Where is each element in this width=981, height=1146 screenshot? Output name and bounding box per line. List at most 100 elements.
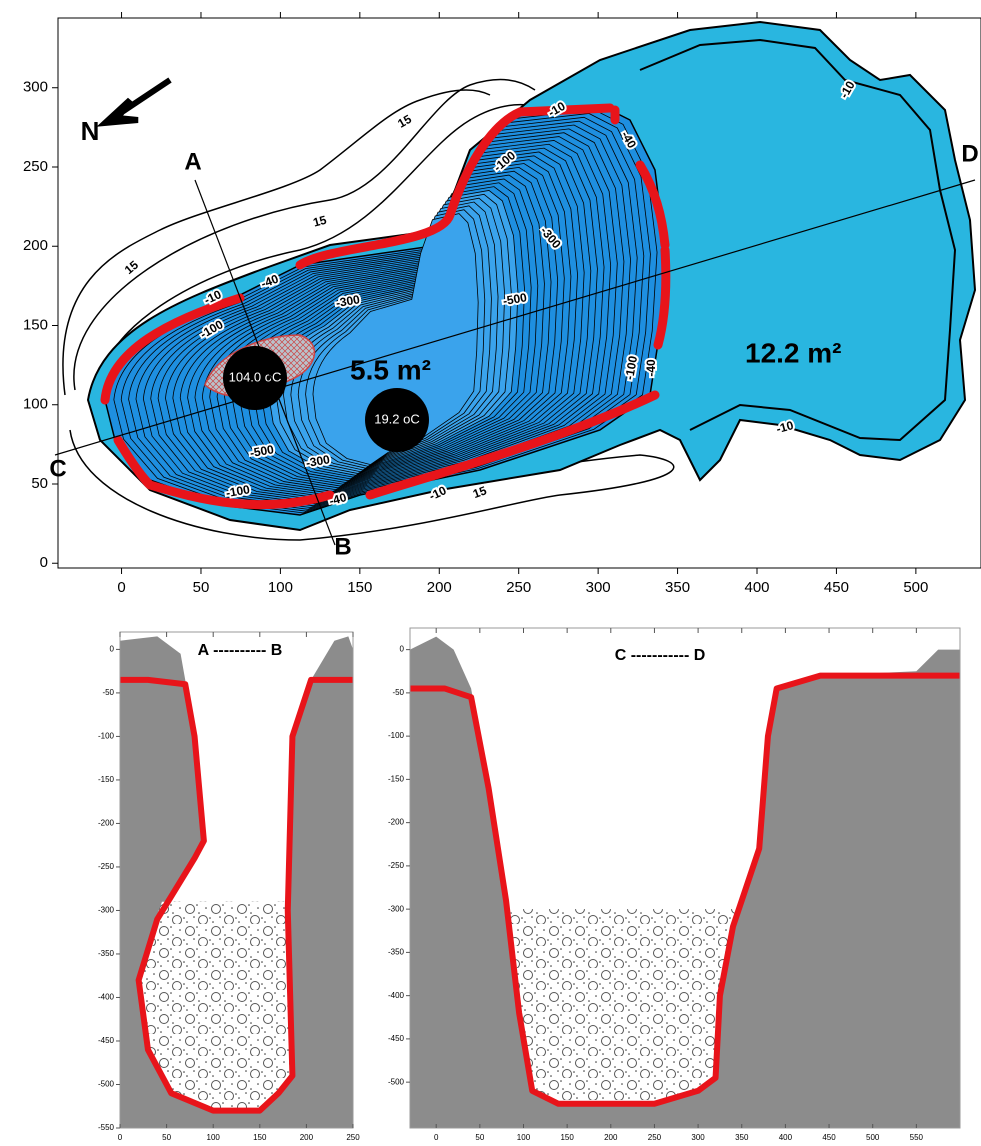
x-tick-label: 150 [253,1133,267,1142]
contour-15 [62,89,491,396]
y-tick-label: -200 [98,819,115,828]
x-tick-label: 250 [506,579,531,596]
red-outline [100,103,671,510]
x-tick-label: 250 [346,1133,360,1142]
contour-label: -40 [328,490,349,508]
contour-15 [73,78,536,391]
x-tick-label: 500 [866,1133,880,1142]
contour-line [180,144,597,496]
x-tick-label: 200 [427,579,452,596]
north-arrow [96,77,172,127]
contour-line [165,137,610,501]
x-tick-label: 400 [779,1133,793,1142]
area-label: 12.2 m² [745,337,842,368]
red-profile [120,676,353,1114]
y-tick-label: 100 [23,396,48,413]
x-tick-label: 500 [903,579,928,596]
contour-line [143,125,630,506]
profile-frame [409,627,961,1129]
x-tick-label: 100 [517,1133,531,1142]
y-tick-label: -50 [392,688,404,697]
y-tick-label: -350 [388,948,405,957]
y-tick-label: -450 [388,1034,405,1043]
x-tick-label: 100 [268,579,293,596]
contour-line [158,133,617,502]
x-tick-label: 0 [118,1133,123,1142]
x-tick-label: 100 [207,1133,221,1142]
contour-15 [99,104,581,396]
y-tick-label: 250 [23,158,48,175]
x-tick-label: 550 [910,1133,924,1142]
sediment [510,909,738,1104]
contour-label: -300 [335,292,361,310]
section-letter: C [49,455,66,482]
y-tick-label: 50 [31,475,48,492]
map-panel: 104.0 oC 19.2 oC 5.5 m² 12.2 m² A B C D … [49,17,981,569]
contour-label: -10 [775,418,796,436]
y-tick-label: -150 [98,775,115,784]
area-label: 5.5 m² [350,354,431,385]
contour-label: -100 [622,354,640,380]
y-tick-label: 0 [110,645,115,654]
x-tick-label: 150 [347,579,372,596]
x-tick-label: 400 [744,579,769,596]
y-tick-label: 0 [40,554,48,571]
y-tick-label: 200 [23,237,48,254]
y-tick-label: -100 [98,732,115,741]
contour-label: -300 [305,452,331,470]
y-tick-label: -300 [98,906,115,915]
x-tick-label: 150 [560,1133,574,1142]
y-tick-label: 300 [23,79,48,96]
north-label: N [81,116,100,146]
y-tick-label: -250 [388,861,405,870]
sediment [138,901,293,1111]
x-tick-label: 300 [691,1133,705,1142]
red-profile [410,672,960,1107]
section-letter: A [184,148,201,175]
x-tick-label: 200 [604,1133,618,1142]
x-tick-label: 350 [735,1133,749,1142]
section-letter: B [334,533,351,560]
y-tick-label: -350 [98,949,115,958]
contour-line [151,129,624,504]
section-line [194,179,336,546]
x-tick-label: 450 [824,579,849,596]
y-tick-label: -400 [388,991,405,1000]
section-line [54,179,976,456]
contour-label: 15 [312,213,329,230]
profile-title: A ---------- B [198,642,283,659]
y-tick-label: -250 [98,862,115,871]
profile-title: C ----------- D [615,647,706,664]
x-tick-label: 50 [193,579,210,596]
section-letter: D [961,140,978,167]
temperature-label: 19.2 oC [374,411,420,426]
x-tick-label: 450 [822,1133,836,1142]
x-tick-label: 200 [300,1133,314,1142]
y-tick-label: -200 [388,818,405,827]
contour-label: -500 [502,290,528,308]
contour-label: -40 [644,359,658,377]
y-tick-label: -50 [102,688,114,697]
x-tick-label: 0 [117,579,125,596]
temperature-point [223,346,287,410]
x-tick-label: 50 [475,1133,484,1142]
y-tick-label: -500 [98,1080,115,1089]
y-tick-label: 150 [23,316,48,333]
y-tick-label: -300 [388,904,405,913]
x-tick-label: 50 [162,1133,171,1142]
profile-frame [119,631,354,1129]
x-tick-label: 250 [648,1133,662,1142]
y-tick-label: 0 [400,645,405,654]
deep-contours [104,104,666,516]
contour-line [173,140,604,498]
y-tick-label: -550 [98,1123,115,1132]
temperature-point [365,388,429,452]
y-tick-label: -450 [98,1036,115,1045]
contour-line [639,38,957,442]
y-tick-label: -100 [388,731,405,740]
x-tick-label: 0 [434,1133,439,1142]
x-tick-label: 300 [586,579,611,596]
y-tick-label: -400 [98,993,115,1002]
contour-label: -500 [249,442,275,460]
